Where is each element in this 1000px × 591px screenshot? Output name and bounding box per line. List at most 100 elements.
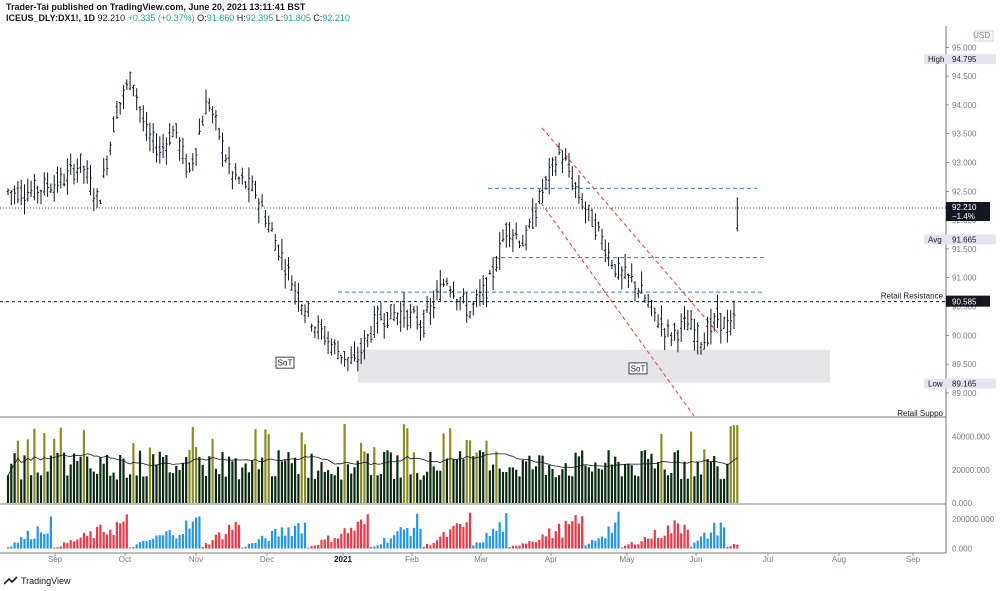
channel-upper-line[interactable] [541,127,721,336]
volume-bar [208,456,211,503]
ohlc-bar [26,178,30,202]
ohlc-bar [227,146,231,175]
channel-lower-line[interactable] [540,202,695,417]
ohlc-bar [241,167,244,185]
oscillator-bar [696,540,699,549]
oscillator-bar [716,535,719,549]
ohlc-bar [439,270,442,302]
tradingview-brand: TradingView [21,576,71,586]
oscillator-bar [356,521,359,549]
marker-box [924,54,996,65]
oscillator-bar [719,522,722,549]
volume-bar [574,452,577,503]
ohlc-bar [491,257,495,291]
oscillator-bar [89,531,92,549]
volume-bar [482,451,485,503]
oscillator-bar [323,539,326,549]
descending-channel[interactable] [540,127,721,417]
ohlc-bar [663,328,666,351]
ohlc-bar [689,309,693,330]
ohlc-bar [293,281,297,305]
oscillator-bar [336,538,340,549]
oscillator-bar [152,538,155,549]
ohlc-bar [145,111,148,141]
oscillator-bar [426,543,429,549]
volume-bar [333,475,336,503]
oscillator-bar [412,527,415,549]
symbol-label[interactable]: ICEUS_DLY:DX1!, 1D [6,13,96,23]
price-axis[interactable]: USD 95.000 94.500 94.000 93.500 93.000 92.500 9… [924,30,996,398]
oscillator-bar [231,529,234,549]
ohlc-bar [630,263,633,283]
oscillator-bar [23,538,26,549]
retail-resistance-box [946,295,990,307]
oscillator-bar [485,532,488,549]
volume-bar [376,475,379,503]
volume-bar [346,464,349,503]
oscillator-bar [581,516,584,549]
volume-bar [591,471,594,503]
oscillator-bar [188,528,191,549]
oscillator-bar [386,542,389,549]
oscillator-bar [208,544,211,549]
ohlc-bar [604,239,607,263]
volume-bar [627,463,630,503]
oscillator-bar [650,538,653,549]
oscillator-bar [294,525,297,549]
oscillator-bar [534,542,538,549]
ohlc-bar [320,319,323,340]
ohlc-bar [118,101,122,115]
high-value: 92.395 [245,13,274,23]
volume-bar [610,464,613,503]
volume-bar [389,452,392,503]
volume-bar [614,456,617,503]
oscillator-bar [39,532,43,549]
oscillator-bar [69,540,72,549]
volume-bar [330,473,333,503]
volume-bar [76,460,79,503]
ohlc-bar [194,148,198,166]
demand-zone[interactable] [358,349,830,383]
oscillator-bar [567,524,571,549]
volume-bar [211,438,214,503]
sot-label[interactable]: SoT [628,362,648,375]
ohlc-bar [237,176,241,184]
price-tick-label: 94.000 [952,101,977,110]
oscillator-bar [155,535,158,549]
volume-bar [56,453,59,503]
oscillator-bar [505,513,508,549]
volume-bar [33,428,36,503]
oscillator-bar [13,542,16,549]
volume-bar [709,461,712,503]
ohlc-bar [495,255,498,272]
oscillator-bar [112,534,115,549]
time-axis[interactable]: Sep Oct Nov Dec 2021 Feb Mar Apr May Jun Jul Aug Sep [48,553,921,564]
ohlc-bar [462,288,465,304]
sot-labels[interactable]: SoT SoT [275,356,648,375]
volume-bar [525,461,528,503]
oscillator-bar [307,547,310,549]
time-tick-label: Dec [260,555,274,564]
oscillator-bar [630,542,633,549]
ohlc-bar [336,340,340,360]
oscillator-bar [673,520,676,549]
ohlc-bar [415,305,419,330]
oscillator-pane: 200000.000 0.000 [6,511,995,554]
ohlc-bar [188,162,191,173]
oscillator-bar [20,536,23,549]
ohlc-bar [353,341,356,362]
volume-bar [643,450,646,503]
sot-label[interactable]: SoT [275,356,295,369]
ohlc-bar [46,172,49,197]
level-lines[interactable]: Retail Resistance Retail Suppo [0,187,946,418]
ohlc-bar [613,264,617,278]
ohlc-bar [468,310,472,319]
volume-bar [587,467,590,503]
publish-info: Trader-Tai published on TradingView.com,… [6,2,306,12]
volume-bar [264,429,267,503]
ohlc-bar [643,294,647,303]
marker-label: Low [928,379,943,388]
oscillator-bar [218,532,221,549]
last-price-label: 92.210 [97,13,126,23]
